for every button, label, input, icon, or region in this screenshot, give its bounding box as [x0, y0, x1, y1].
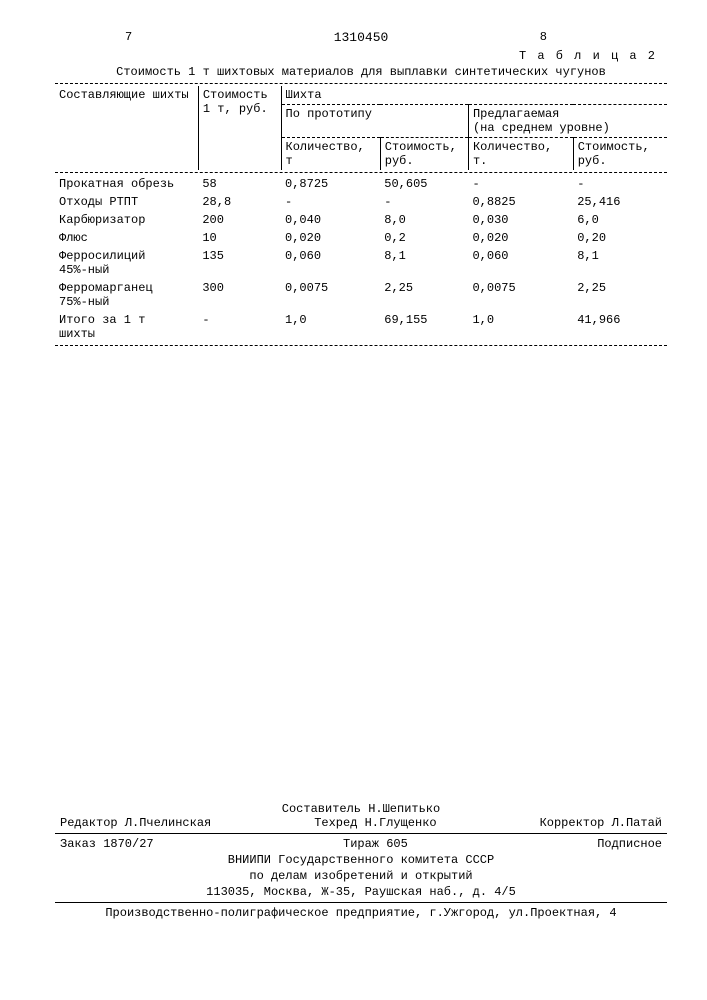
cell-p: -	[198, 311, 281, 343]
table-row: Ферромарганец 75%-ный3000,00752,250,0075…	[55, 279, 667, 311]
th-proposed: Предлагаемая (на среднем уровне)	[468, 105, 667, 138]
th-components: Составляющие шихты	[55, 86, 198, 170]
th-qty2: Количество, т.	[468, 138, 573, 171]
cell-c2: 6,0	[573, 211, 667, 229]
doc-number: 1310450	[55, 30, 667, 45]
table-row: Отходы РТПТ28,8--0,882525,416	[55, 193, 667, 211]
cell-q1: 0,060	[281, 247, 380, 279]
footer-order: Заказ 1870/27	[60, 837, 154, 851]
cell-q1: 0,8725	[281, 175, 380, 193]
cell-q2: 0,020	[468, 229, 573, 247]
cell-c2: -	[573, 175, 667, 193]
cell-q1: 0,020	[281, 229, 380, 247]
table-row: Итого за 1 т шихты-1,069,1551,041,966	[55, 311, 667, 343]
cell-q1: 0,040	[281, 211, 380, 229]
footer-tirazh: Тираж 605	[343, 837, 408, 851]
cell-q2: 0,060	[468, 247, 573, 279]
th-charge: Шихта	[281, 86, 667, 105]
table-row: Карбюризатор2000,0408,00,0306,0	[55, 211, 667, 229]
cell-p: 200	[198, 211, 281, 229]
footer-org2: по делам изобретений и открытий	[55, 869, 667, 883]
cell-name: Ферросилиций 45%-ный	[55, 247, 198, 279]
cell-q2: -	[468, 175, 573, 193]
footer-org1: ВНИИПИ Государственного комитета СССР	[55, 853, 667, 867]
cell-q2: 1,0	[468, 311, 573, 343]
cell-q2: 0,030	[468, 211, 573, 229]
footer: Составитель Н.Шепитько Редактор Л.Пчелин…	[55, 800, 667, 920]
cell-name: Итого за 1 т шихты	[55, 311, 198, 343]
th-cost1t: Стоимость 1 т, руб.	[198, 86, 281, 170]
footer-subscr: Подписное	[597, 837, 662, 851]
cell-c1: 50,605	[380, 175, 468, 193]
cell-name: Флюс	[55, 229, 198, 247]
cell-c1: 69,155	[380, 311, 468, 343]
cost-table: Составляющие шихты Стоимость 1 т, руб. Ш…	[55, 86, 667, 170]
table-row: Прокатная обрезь580,872550,605--	[55, 175, 667, 193]
cell-p: 10	[198, 229, 281, 247]
cell-c2: 2,25	[573, 279, 667, 311]
table-label: Т а б л и ц а 2	[55, 49, 667, 63]
cell-c1: 2,25	[380, 279, 468, 311]
cell-p: 135	[198, 247, 281, 279]
cell-c2: 41,966	[573, 311, 667, 343]
cell-p: 300	[198, 279, 281, 311]
cell-name: Ферромарганец 75%-ный	[55, 279, 198, 311]
table-row: Ферросилиций 45%-ный1350,0608,10,0608,1	[55, 247, 667, 279]
footer-teched: Техред Н.Глущенко	[314, 816, 436, 830]
table-row: Флюс100,0200,20,0200,20	[55, 229, 667, 247]
cell-c2: 8,1	[573, 247, 667, 279]
footer-corrector: Корректор Л.Патай	[540, 816, 662, 830]
cell-name: Отходы РТПТ	[55, 193, 198, 211]
cell-q1: 0,0075	[281, 279, 380, 311]
footer-print: Производственно-полиграфическое предприя…	[55, 906, 667, 920]
cell-c1: 0,2	[380, 229, 468, 247]
page-right: 8	[540, 30, 547, 44]
cell-c1: 8,1	[380, 247, 468, 279]
table-caption: Стоимость 1 т шихтовых материалов для вы…	[55, 65, 667, 79]
cell-q1: 1,0	[281, 311, 380, 343]
cell-name: Прокатная обрезь	[55, 175, 198, 193]
cell-q2: 0,8825	[468, 193, 573, 211]
footer-compiler: Составитель Н.Шепитько	[55, 802, 667, 816]
footer-editor: Редактор Л.Пчелинская	[60, 816, 211, 830]
footer-addr: 113035, Москва, Ж-35, Раушская наб., д. …	[55, 885, 667, 899]
cell-c2: 0,20	[573, 229, 667, 247]
th-cost1: Стоимость, руб.	[380, 138, 468, 171]
th-proto: По прототипу	[281, 105, 468, 138]
cell-q2: 0,0075	[468, 279, 573, 311]
cell-p: 28,8	[198, 193, 281, 211]
page-left: 7	[125, 30, 132, 44]
cell-p: 58	[198, 175, 281, 193]
cell-q1: -	[281, 193, 380, 211]
cost-table-body: Прокатная обрезь580,872550,605--Отходы Р…	[55, 175, 667, 343]
th-cost2: Стоимость, руб.	[573, 138, 667, 171]
cell-c2: 25,416	[573, 193, 667, 211]
th-qty1: Количество, т	[281, 138, 380, 171]
cell-name: Карбюризатор	[55, 211, 198, 229]
cell-c1: -	[380, 193, 468, 211]
cell-c1: 8,0	[380, 211, 468, 229]
